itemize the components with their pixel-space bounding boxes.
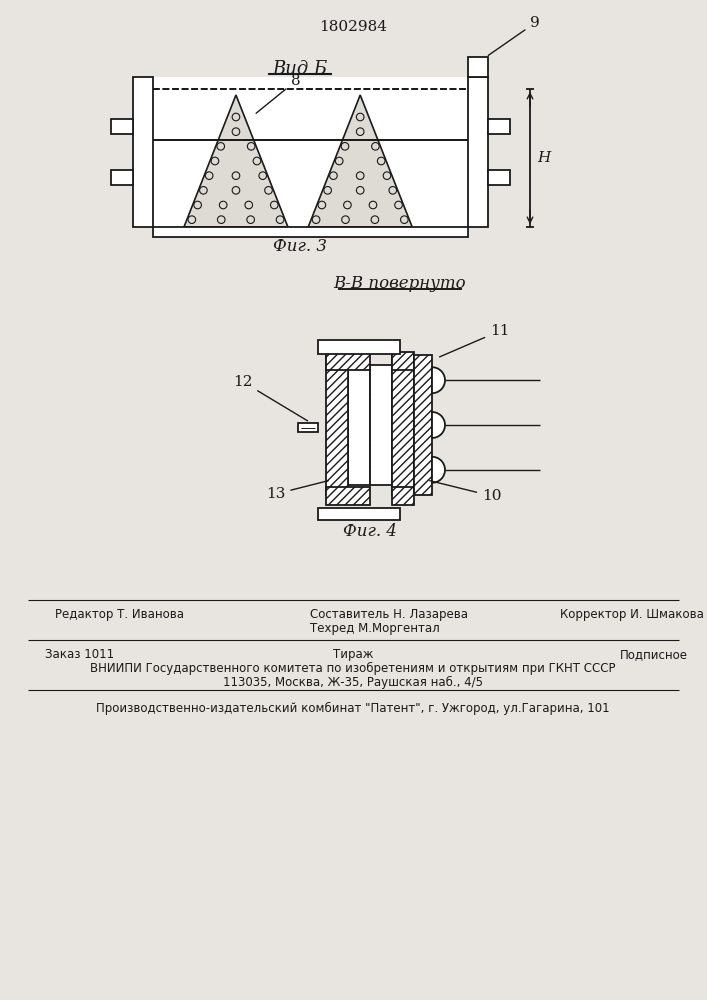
Circle shape: [253, 157, 261, 165]
Circle shape: [247, 216, 255, 223]
Circle shape: [264, 187, 272, 194]
Circle shape: [194, 201, 201, 209]
Bar: [348, 365, 370, 485]
Text: 8: 8: [256, 74, 300, 113]
Circle shape: [219, 201, 227, 209]
Polygon shape: [184, 95, 288, 227]
Circle shape: [344, 201, 351, 209]
Bar: [318, 508, 400, 520]
Text: 13: 13: [266, 481, 328, 501]
Circle shape: [371, 216, 379, 223]
Text: Тираж: Тираж: [333, 648, 373, 661]
Bar: [111, 170, 133, 185]
Circle shape: [271, 201, 278, 209]
Bar: [488, 119, 510, 134]
Circle shape: [400, 216, 408, 223]
Text: Н: Н: [537, 151, 550, 165]
Circle shape: [356, 113, 364, 121]
Polygon shape: [308, 95, 412, 227]
Bar: [326, 352, 370, 370]
Text: Заказ 1011: Заказ 1011: [45, 648, 114, 661]
Circle shape: [395, 201, 402, 209]
Bar: [392, 487, 414, 505]
Bar: [111, 119, 133, 134]
Bar: [414, 355, 432, 495]
Bar: [318, 340, 400, 354]
Circle shape: [341, 216, 349, 223]
Circle shape: [335, 157, 343, 165]
Text: В-В повернуто: В-В повернуто: [334, 275, 467, 292]
Bar: [488, 170, 510, 185]
Circle shape: [211, 157, 218, 165]
Bar: [298, 423, 318, 432]
Circle shape: [199, 187, 207, 194]
Bar: [392, 352, 414, 370]
Text: Редактор Т. Иванова: Редактор Т. Иванова: [55, 608, 184, 621]
Circle shape: [245, 201, 252, 209]
Text: 9: 9: [489, 16, 539, 55]
Text: Фиг. 3: Фиг. 3: [273, 238, 327, 255]
Text: 1802984: 1802984: [319, 20, 387, 34]
Text: Вид Б: Вид Б: [272, 60, 327, 78]
Circle shape: [329, 172, 337, 179]
Text: ВНИИПИ Государственного комитета по изобретениям и открытиям при ГКНТ СССР: ВНИИПИ Государственного комитета по изоб…: [90, 662, 616, 675]
Bar: [468, 77, 488, 227]
Bar: [392, 355, 414, 495]
Text: Подписное: Подписное: [620, 648, 688, 661]
Circle shape: [188, 216, 196, 223]
Circle shape: [205, 172, 213, 179]
Bar: [153, 77, 468, 227]
Text: Фиг. 4: Фиг. 4: [343, 523, 397, 540]
Circle shape: [232, 128, 240, 135]
Text: 10: 10: [430, 481, 501, 503]
Text: 11: 11: [440, 324, 510, 357]
Circle shape: [341, 143, 349, 150]
Circle shape: [356, 128, 364, 135]
Bar: [326, 487, 370, 505]
Circle shape: [369, 201, 377, 209]
Circle shape: [383, 172, 391, 179]
Text: 113035, Москва, Ж-35, Раушская наб., 4/5: 113035, Москва, Ж-35, Раушская наб., 4/5: [223, 676, 483, 689]
Wedge shape: [432, 457, 445, 483]
Circle shape: [318, 201, 326, 209]
Circle shape: [232, 187, 240, 194]
Text: Техред М.Моргентал: Техред М.Моргентал: [310, 622, 440, 635]
Text: Составитель Н. Лазарева: Составитель Н. Лазарева: [310, 608, 468, 621]
Circle shape: [232, 113, 240, 121]
Bar: [326, 355, 348, 495]
Text: 12: 12: [233, 375, 308, 421]
Circle shape: [312, 216, 320, 223]
Circle shape: [356, 172, 364, 179]
Bar: [370, 365, 392, 485]
Circle shape: [276, 216, 284, 223]
Circle shape: [378, 157, 385, 165]
Text: Производственно-издательский комбинат "Патент", г. Ужгород, ул.Гагарина, 101: Производственно-издательский комбинат "П…: [96, 702, 610, 715]
Wedge shape: [432, 412, 445, 438]
Bar: [133, 77, 153, 227]
Circle shape: [356, 187, 364, 194]
Circle shape: [389, 187, 397, 194]
Circle shape: [259, 172, 267, 179]
Circle shape: [217, 143, 225, 150]
Bar: [153, 227, 468, 237]
Circle shape: [232, 172, 240, 179]
Circle shape: [218, 216, 225, 223]
Text: Корректор И. Шмакова: Корректор И. Шмакова: [560, 608, 704, 621]
Circle shape: [372, 143, 379, 150]
Circle shape: [247, 143, 255, 150]
Wedge shape: [432, 367, 445, 393]
Bar: [468, 57, 488, 77]
Circle shape: [324, 187, 332, 194]
